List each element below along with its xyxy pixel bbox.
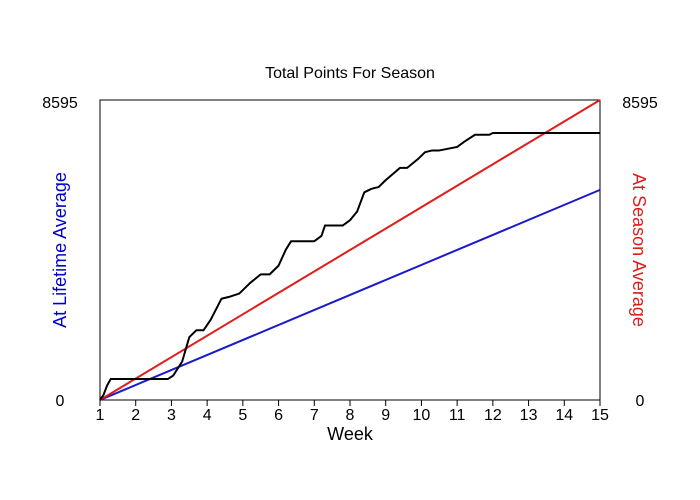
x-tick-label: 7 [310,407,319,424]
x-tick-label: 3 [167,407,176,424]
series-line-actual [99,131,600,401]
x-tick-label: 5 [238,407,247,424]
chart-title: Total Points For Season [265,65,435,82]
x-tick-label: 2 [131,407,140,424]
y-right-max-label: 8595 [622,95,658,112]
x-tick-label: 15 [591,407,609,424]
series-line-season [99,99,601,401]
y-left-min-label: 0 [56,393,65,410]
x-tick-label: 6 [274,407,283,424]
x-tick-label: 14 [555,407,573,424]
x-tick-label: 1 [96,407,105,424]
x-tick-label: 4 [203,407,212,424]
x-axis-ticks: 1 2 3 4 5 6 7 8 9 10 11 12 13 14 15 [96,400,609,424]
x-tick-label: 10 [413,407,431,424]
y-left-max-label: 8595 [42,95,78,112]
x-tick-label: 12 [484,407,502,424]
x-tick-label: 13 [520,407,538,424]
x-axis-label: Week [327,424,374,444]
y-right-min-label: 0 [636,393,645,410]
series-line-lifetime [99,188,601,401]
x-tick-label: 11 [449,407,466,424]
x-tick-label: 8 [346,407,355,424]
y-axis-right-label: At Season Average [629,173,649,327]
x-tick-label: 9 [381,407,390,424]
y-axis-left-label: At Lifetime Average [50,172,70,328]
series-lines [99,99,601,401]
